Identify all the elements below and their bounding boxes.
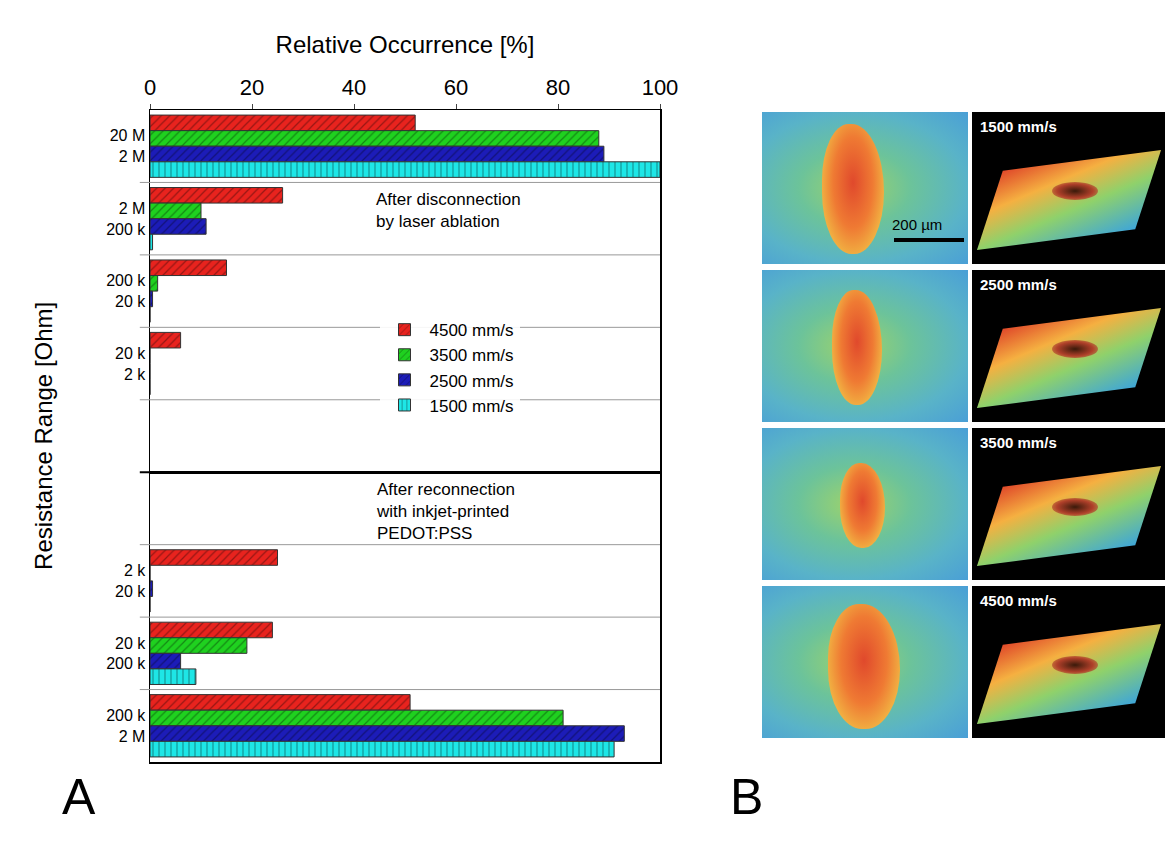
svg-text:1500 mm/s: 1500 mm/s <box>430 397 514 416</box>
svg-text:2 M200 k: 2 M200 k <box>106 200 146 238</box>
svg-text:100: 100 <box>642 75 679 100</box>
html-text:B: B <box>730 769 764 825</box>
svg-text:2500 mm/s: 2500 mm/s <box>430 372 514 391</box>
svg-text:3500 mm/s: 3500 mm/s <box>430 346 514 365</box>
svg-text:0: 0 <box>144 75 156 100</box>
svg-text:20 k2 k: 20 k2 k <box>115 345 146 383</box>
html-text:1500 mm/s: 1500 mm/s <box>980 118 1057 135</box>
svg-text:After reconnectionwith inkjet-: After reconnectionwith inkjet-printedPED… <box>376 480 515 543</box>
svg-text:80: 80 <box>546 75 570 100</box>
html-text:A: A <box>62 769 96 825</box>
html-text:4500 mm/s: 4500 mm/s <box>980 592 1057 609</box>
svg-text:4500 mm/s: 4500 mm/s <box>430 321 514 340</box>
svg-text:20: 20 <box>240 75 264 100</box>
svg-text:60: 60 <box>444 75 468 100</box>
svg-text:20 M2 M: 20 M2 M <box>110 127 146 165</box>
svg-text:2 k20 k: 2 k20 k <box>115 562 146 600</box>
svg-text:Resistance Range [Ohm]: Resistance Range [Ohm] <box>30 302 57 570</box>
html-text:3500 mm/s: 3500 mm/s <box>980 434 1057 451</box>
svg-text:200 k20 k: 200 k20 k <box>106 272 146 310</box>
html-text:2500 mm/s: 2500 mm/s <box>980 276 1057 293</box>
svg-text:200 k2 M: 200 k2 M <box>106 707 146 745</box>
html-text:200 µm: 200 µm <box>892 216 943 233</box>
svg-text:Relative Occurrence [%]: Relative Occurrence [%] <box>276 31 535 58</box>
svg-text:40: 40 <box>342 75 366 100</box>
svg-text:After disconnectionby laser ab: After disconnectionby laser ablation <box>376 190 521 231</box>
svg-text:20 k200 k: 20 k200 k <box>106 635 146 673</box>
